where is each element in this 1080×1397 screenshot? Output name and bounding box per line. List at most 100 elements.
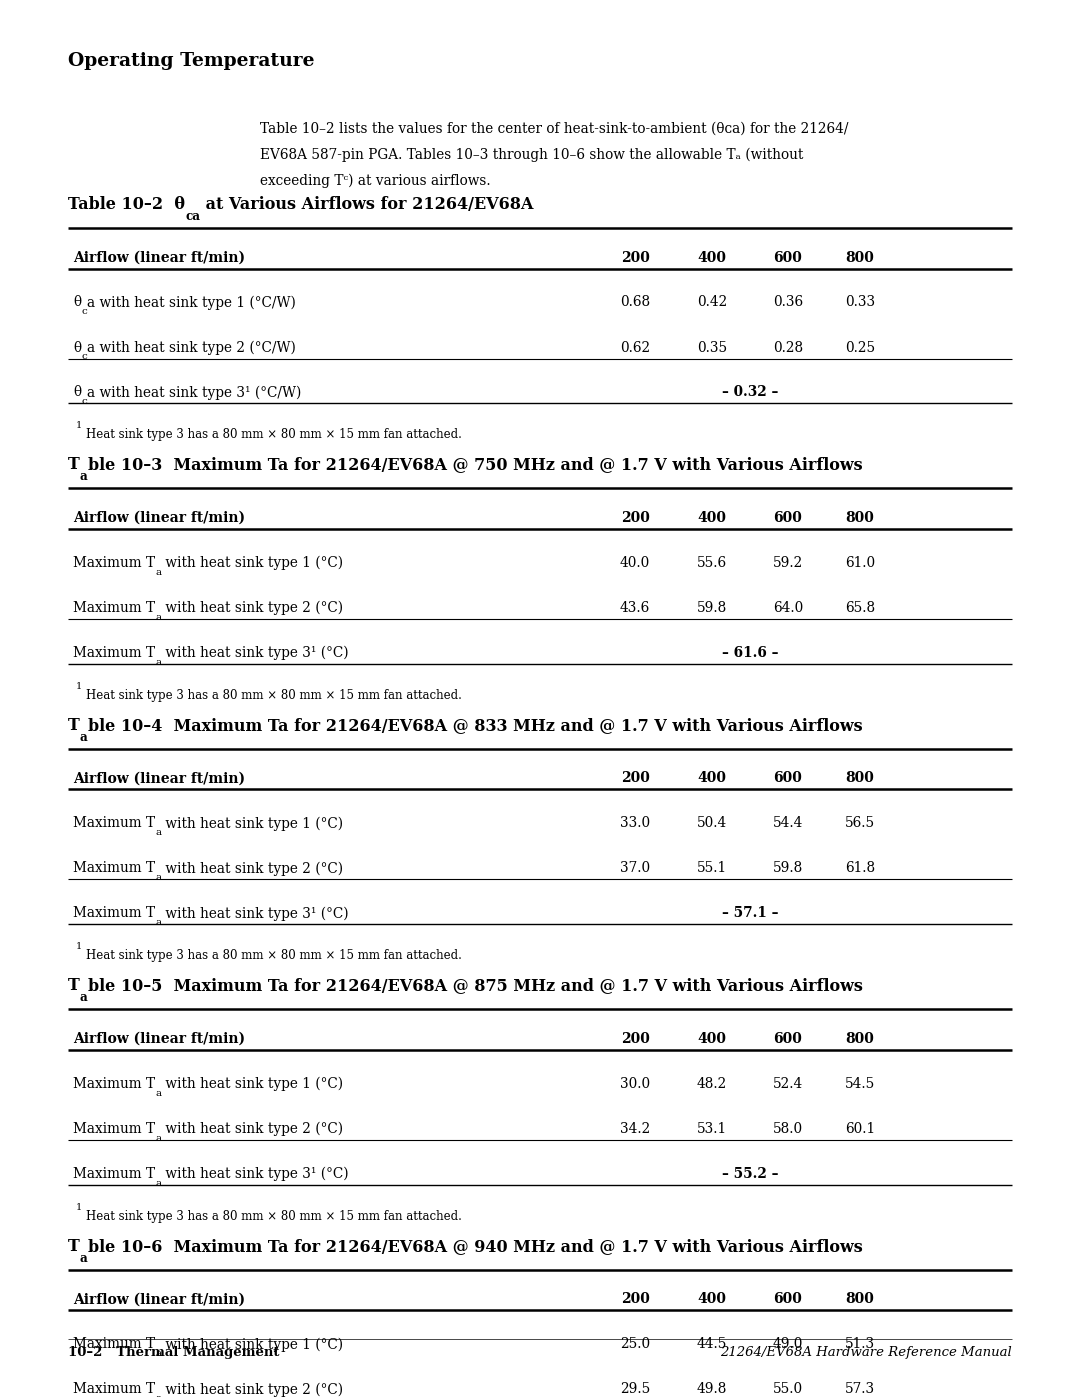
Text: at Various Airflows for 21264/EV68A: at Various Airflows for 21264/EV68A [200,196,534,212]
Text: 58.0: 58.0 [773,1122,804,1136]
Text: a: a [156,1350,161,1358]
Text: 0.28: 0.28 [773,341,804,355]
Text: Maximum T: Maximum T [73,556,156,570]
Text: 64.0: 64.0 [773,601,804,615]
Text: 59.8: 59.8 [697,601,727,615]
Text: 1: 1 [76,943,82,951]
Text: 0.62: 0.62 [620,341,650,355]
Text: 600: 600 [773,1292,802,1306]
Text: a: a [80,731,87,743]
Text: θ: θ [73,386,81,400]
Text: ble 10–4  Maximum Ta for 21264/EV68A @ 833 MHz and @ 1.7 V with Various Airflows: ble 10–4 Maximum Ta for 21264/EV68A @ 83… [87,717,862,733]
Text: 33.0: 33.0 [620,816,650,830]
Text: 53.1: 53.1 [697,1122,727,1136]
Text: with heat sink type 1 (°C): with heat sink type 1 (°C) [161,1077,343,1091]
Text: exceeding Tᶜ) at various airflows.: exceeding Tᶜ) at various airflows. [260,175,490,189]
Text: 600: 600 [773,771,802,785]
Text: 61.8: 61.8 [845,862,875,876]
Text: 400: 400 [698,511,727,525]
Text: 200: 200 [621,1032,649,1046]
Text: 55.1: 55.1 [697,862,727,876]
Text: 400: 400 [698,1292,727,1306]
Text: 800: 800 [846,771,875,785]
Text: Maximum T: Maximum T [73,601,156,615]
Text: 55.6: 55.6 [697,556,727,570]
Text: Table 10–2  θ: Table 10–2 θ [68,196,185,212]
Text: 51.3: 51.3 [845,1337,875,1351]
Text: T: T [68,978,80,995]
Text: Maximum T: Maximum T [73,1077,156,1091]
Text: a: a [80,992,87,1004]
Text: 800: 800 [846,1292,875,1306]
Text: Airflow (linear ft/min): Airflow (linear ft/min) [73,250,245,264]
Text: with heat sink type 1 (°C): with heat sink type 1 (°C) [161,556,343,570]
Text: 49.8: 49.8 [697,1383,727,1397]
Text: 40.0: 40.0 [620,556,650,570]
Text: 65.8: 65.8 [845,601,875,615]
Text: Table 10–2 lists the values for the center of heat-sink-to-ambient (θᴄa) for the: Table 10–2 lists the values for the cent… [260,122,849,136]
Text: ble 10–3  Maximum Ta for 21264/EV68A @ 750 MHz and @ 1.7 V with Various Airflows: ble 10–3 Maximum Ta for 21264/EV68A @ 75… [87,457,862,474]
Text: a: a [156,1134,161,1143]
Text: 10–2   Thermal Management: 10–2 Thermal Management [68,1345,280,1359]
Text: 21264/EV68A Hardware Reference Manual: 21264/EV68A Hardware Reference Manual [720,1345,1012,1359]
Text: 25.0: 25.0 [620,1337,650,1351]
Text: ble 10–5  Maximum Ta for 21264/EV68A @ 875 MHz and @ 1.7 V with Various Airflows: ble 10–5 Maximum Ta for 21264/EV68A @ 87… [87,978,862,995]
Text: 0.33: 0.33 [845,296,875,310]
Text: Airflow (linear ft/min): Airflow (linear ft/min) [73,1292,245,1306]
Text: 30.0: 30.0 [620,1077,650,1091]
Text: 200: 200 [621,511,649,525]
Text: 600: 600 [773,511,802,525]
Text: a with heat sink type 1 (°C/W): a with heat sink type 1 (°C/W) [86,296,296,310]
Text: a: a [156,613,161,622]
Text: 0.68: 0.68 [620,296,650,310]
Text: θ: θ [73,341,81,355]
Text: 44.5: 44.5 [697,1337,727,1351]
Text: 0.42: 0.42 [697,296,727,310]
Text: Maximum T: Maximum T [73,1337,156,1351]
Text: T: T [68,457,80,474]
Text: 52.4: 52.4 [773,1077,804,1091]
Text: c: c [81,307,86,316]
Text: 48.2: 48.2 [697,1077,727,1091]
Text: ca: ca [185,210,200,222]
Text: 200: 200 [621,250,649,264]
Text: with heat sink type 2 (°C): with heat sink type 2 (°C) [161,862,343,876]
Text: 49.0: 49.0 [773,1337,804,1351]
Text: 800: 800 [846,511,875,525]
Text: 400: 400 [698,771,727,785]
Text: 1: 1 [76,1203,82,1213]
Text: 200: 200 [621,771,649,785]
Text: 400: 400 [698,250,727,264]
Text: Heat sink type 3 has a 80 mm × 80 mm × 15 mm fan attached.: Heat sink type 3 has a 80 mm × 80 mm × 1… [86,429,462,441]
Text: Maximum T: Maximum T [73,907,156,921]
Text: a: a [156,873,161,883]
Text: a: a [156,1088,161,1098]
Text: – 57.1 –: – 57.1 – [721,907,779,921]
Text: T: T [68,1238,80,1255]
Text: 54.4: 54.4 [773,816,804,830]
Text: 0.25: 0.25 [845,341,875,355]
Text: with heat sink type 2 (°C): with heat sink type 2 (°C) [161,1122,343,1136]
Text: 600: 600 [773,250,802,264]
Text: Maximum T: Maximum T [73,1166,156,1180]
Text: Maximum T: Maximum T [73,1122,156,1136]
Text: a with heat sink type 2 (°C/W): a with heat sink type 2 (°C/W) [86,341,296,355]
Text: 59.2: 59.2 [773,556,804,570]
Text: Maximum T: Maximum T [73,645,156,659]
Text: – 61.6 –: – 61.6 – [721,645,779,659]
Text: c: c [81,352,86,362]
Text: 50.4: 50.4 [697,816,727,830]
Text: with heat sink type 3¹ (°C): with heat sink type 3¹ (°C) [161,1166,349,1182]
Text: EV68A 587-pin PGA. Tables 10–3 through 10–6 show the allowable Tₐ (without: EV68A 587-pin PGA. Tables 10–3 through 1… [260,148,804,162]
Text: Maximum T: Maximum T [73,862,156,876]
Text: 59.8: 59.8 [773,862,804,876]
Text: with heat sink type 1 (°C): with heat sink type 1 (°C) [161,816,343,831]
Text: 1: 1 [76,682,82,692]
Text: 1: 1 [76,422,82,430]
Text: 200: 200 [621,1292,649,1306]
Text: a: a [156,828,161,837]
Text: a: a [156,567,161,577]
Text: with heat sink type 2 (°C): with heat sink type 2 (°C) [161,601,343,616]
Text: 29.5: 29.5 [620,1383,650,1397]
Text: 55.0: 55.0 [773,1383,804,1397]
